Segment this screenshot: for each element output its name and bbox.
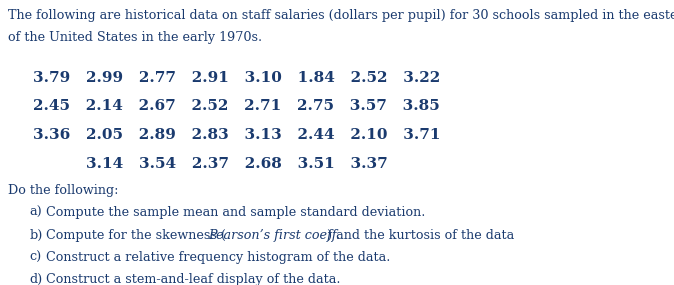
Text: 2.45   2.14   2.67   2.52   2.71   2.75   3.57   3.85: 2.45 2.14 2.67 2.52 2.71 2.75 3.57 3.85 (34, 99, 440, 113)
Text: 3.14   3.54   2.37   2.68   3.51   3.37: 3.14 3.54 2.37 2.68 3.51 3.37 (86, 157, 388, 171)
Text: Construct a stem-and-leaf display of the data.: Construct a stem-and-leaf display of the… (46, 273, 340, 285)
Text: b): b) (30, 229, 43, 242)
Text: c): c) (30, 251, 42, 264)
Text: Compute the sample mean and sample standard deviation.: Compute the sample mean and sample stand… (46, 206, 425, 219)
Text: The following are historical data on staff salaries (dollars per pupil) for 30 s: The following are historical data on sta… (9, 9, 674, 22)
Text: 3.79   2.99   2.77   2.91   3.10   1.84   2.52   3.22: 3.79 2.99 2.77 2.91 3.10 1.84 2.52 3.22 (33, 71, 440, 85)
Text: Pearson’s first coeff.: Pearson’s first coeff. (208, 229, 340, 242)
Text: a): a) (30, 206, 42, 219)
Text: d): d) (30, 273, 43, 285)
Text: Compute for the skewness (: Compute for the skewness ( (46, 229, 226, 242)
Text: Construct a relative frequency histogram of the data.: Construct a relative frequency histogram… (46, 251, 390, 264)
Text: ) and the kurtosis of the data: ) and the kurtosis of the data (328, 229, 514, 242)
Text: 3.36   2.05   2.89   2.83   3.13   2.44   2.10   3.71: 3.36 2.05 2.89 2.83 3.13 2.44 2.10 3.71 (33, 128, 441, 142)
Text: Do the following:: Do the following: (9, 184, 119, 197)
Text: of the United States in the early 1970s.: of the United States in the early 1970s. (9, 31, 263, 44)
